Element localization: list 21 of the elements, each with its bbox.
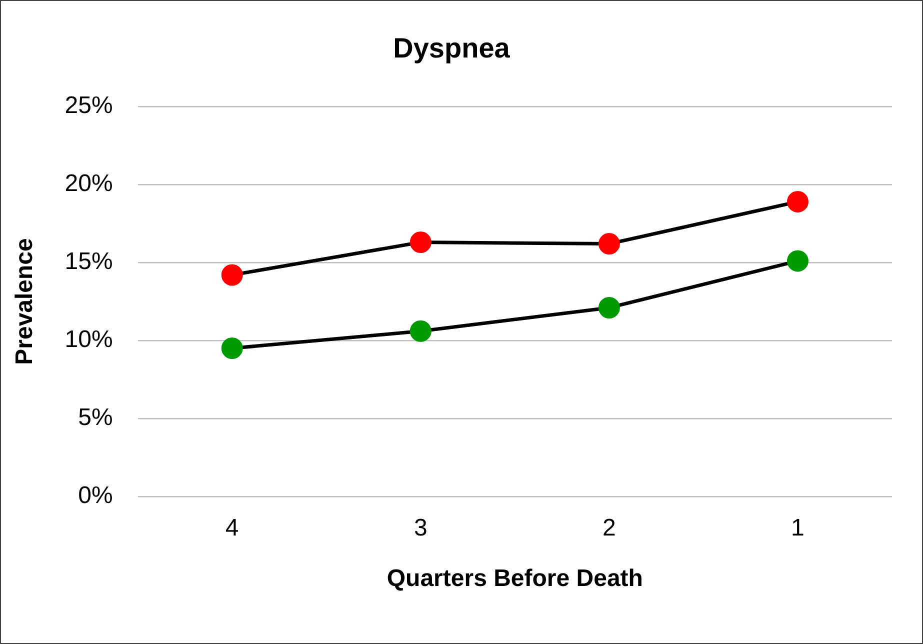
y-tick-label: 5% <box>78 404 113 432</box>
x-tick-label: 1 <box>791 514 804 542</box>
chart-title: Dyspnea <box>393 32 510 64</box>
x-tick-label: 4 <box>225 514 239 542</box>
y-tick-label: 15% <box>64 248 113 276</box>
point <box>221 264 243 286</box>
point <box>786 190 808 212</box>
point <box>598 296 620 318</box>
y-tick-label: 0% <box>78 482 113 510</box>
point <box>410 232 432 253</box>
x-tick-label: 3 <box>414 514 428 542</box>
y-axis-title: Prevalence <box>11 238 38 365</box>
y-tick-label: 20% <box>64 170 113 198</box>
y-tick-label: 25% <box>64 92 113 120</box>
point <box>410 320 432 342</box>
y-tick-label: 10% <box>64 326 113 354</box>
x-axis-title: Quarters Before Death <box>386 565 643 592</box>
point <box>598 233 620 255</box>
point <box>786 250 808 272</box>
point <box>221 338 243 360</box>
x-tick-label: 2 <box>602 514 616 542</box>
